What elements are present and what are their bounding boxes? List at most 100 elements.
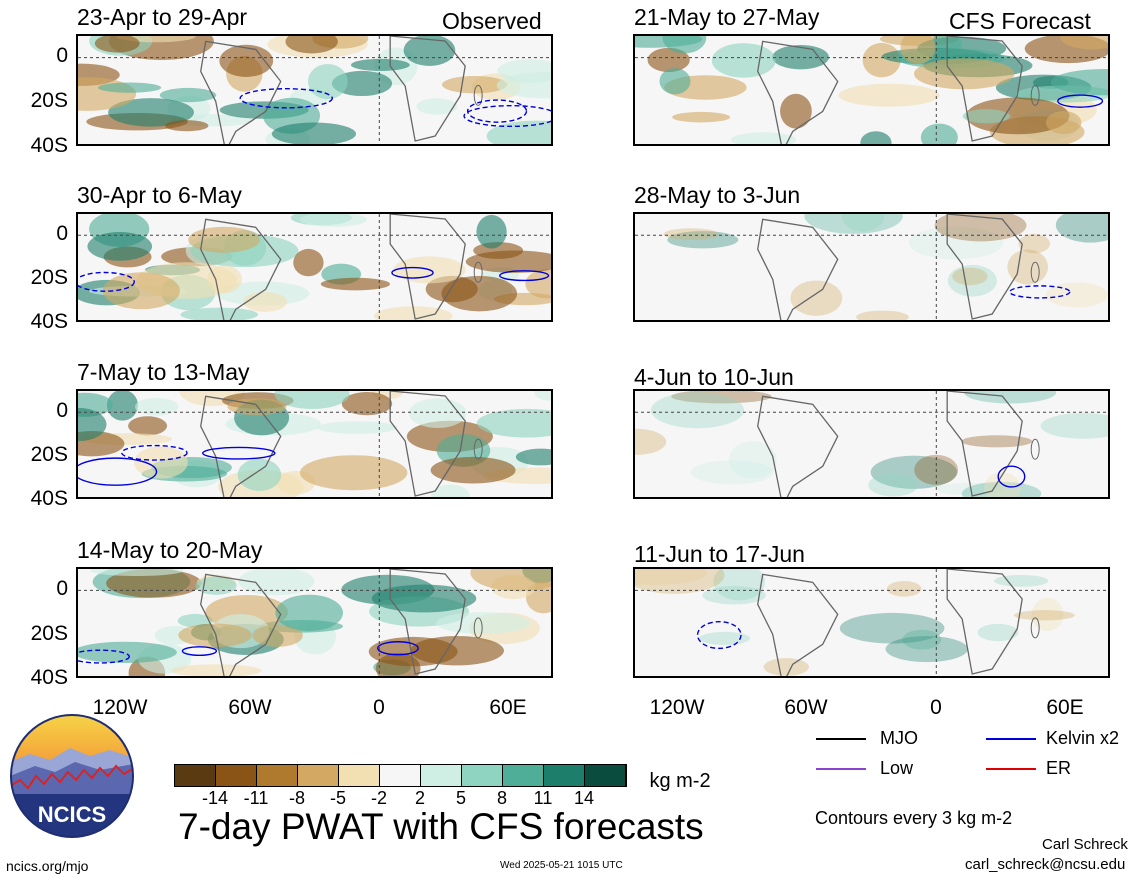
y-tick-label: 20S — [30, 621, 68, 645]
pwat-anomaly-blob — [1060, 36, 1108, 50]
pwat-anomaly-blob — [368, 636, 458, 667]
contours-note: Contours every 3 kg m-2 — [815, 808, 1013, 828]
pwat-map — [633, 567, 1110, 678]
pwat-anomaly-blob — [271, 122, 357, 144]
y-tick-label: 0 — [56, 222, 68, 245]
pwat-anomaly-blob — [170, 664, 262, 676]
kelvin-contour — [377, 641, 419, 656]
pwat-anomaly-blob — [690, 460, 774, 485]
pwat-anomaly-blob — [300, 214, 368, 227]
pwat-anomaly-blob — [920, 123, 958, 144]
pwat-anomaly-blob — [525, 269, 551, 299]
colorbar-swatch — [298, 765, 339, 786]
pwat-anomaly-blob — [430, 484, 471, 497]
pwat-anomaly-blob — [496, 72, 551, 99]
south-america-outline — [757, 395, 839, 497]
pwat-anomaly-blob — [87, 231, 153, 261]
y-tick-label: 40S — [30, 310, 68, 333]
pwat-anomaly-blob — [635, 428, 667, 455]
pwat-anomaly-blob — [650, 392, 745, 429]
er-legend-line — [986, 768, 1036, 770]
pwat-anomaly-blob — [238, 569, 315, 596]
pwat-anomaly-blob — [977, 623, 1019, 642]
pwat-anomaly-blob — [106, 391, 138, 421]
africa-outline — [946, 569, 1023, 675]
africa-outline — [946, 36, 1023, 142]
colorbar-tick-label: 14 — [573, 788, 595, 808]
author: Carl Schreck — [1042, 836, 1128, 853]
kelvin-contour — [121, 444, 188, 461]
africa-outline — [946, 391, 1023, 497]
colorbar-tick-label: 8 — [496, 788, 507, 808]
pwat-anomaly-blob — [97, 82, 162, 93]
pwat-map — [633, 389, 1110, 499]
colorbar-swatch — [339, 765, 380, 786]
pwat-anomaly-blob — [416, 98, 458, 115]
south-america-outline — [757, 40, 839, 144]
pwat-anomaly-blob — [780, 93, 812, 129]
pwat-anomaly-blob — [952, 267, 988, 286]
pwat-anomaly-blob — [962, 109, 1011, 124]
pwat-map — [76, 34, 553, 146]
pwat-anomaly-blob — [320, 277, 391, 291]
observed-label: Observed — [442, 8, 542, 34]
y-tick-label: 40S — [30, 134, 68, 157]
pwat-map — [633, 212, 1110, 322]
panel-title: 30-Apr to 6-May — [77, 182, 242, 208]
south-america-outline — [200, 573, 282, 676]
pwat-anomaly-blob — [442, 75, 508, 94]
x-tick-60w-left: 60W — [228, 696, 272, 719]
pwat-anomaly-blob — [134, 446, 188, 479]
africa-outline — [389, 391, 466, 497]
panel-title: 28-May to 3-Jun — [634, 182, 801, 208]
pwat-anomaly-blob — [78, 641, 177, 664]
kelvin-legend-line — [986, 738, 1036, 740]
pwat-anomaly-blob — [94, 36, 140, 53]
pwat-anomaly-blob — [713, 569, 765, 601]
pwat-anomaly-blob — [662, 36, 707, 54]
pwat-anomaly-blob — [164, 120, 209, 132]
kelvin-contour — [78, 649, 130, 664]
south-america-outline — [200, 395, 282, 497]
ncics-logo: NCICS — [10, 714, 134, 838]
pwat-anomaly-blob — [841, 214, 885, 232]
pwat-anomaly-blob — [293, 248, 324, 277]
colorbar-swatch — [544, 765, 585, 786]
pwat-anomaly-blob — [947, 264, 997, 297]
kelvin-contour — [499, 270, 550, 282]
pwat-anomaly-blob — [178, 623, 252, 648]
pwat-anomaly-blob — [790, 280, 843, 316]
colorbar-swatch — [503, 765, 544, 786]
colorbar-tick-label: -11 — [243, 788, 269, 808]
africa-outline — [389, 214, 466, 320]
pwat-anomaly-blob — [1031, 597, 1064, 632]
pwat-map — [76, 389, 553, 499]
colorbar-swatch — [257, 765, 298, 786]
y-tick-label: 0 — [56, 44, 68, 68]
kelvin-contour — [202, 446, 276, 460]
pwat-anomaly-blob — [838, 83, 940, 107]
colorbar-tick-label: -8 — [288, 788, 305, 808]
pwat-anomaly-blob — [307, 63, 348, 100]
pwat-anomaly-blob — [699, 631, 750, 645]
kelvin-contour — [181, 646, 218, 657]
africa-outline — [389, 36, 466, 142]
pwat-anomaly-blob — [275, 594, 343, 632]
africa-outline — [946, 214, 1023, 320]
pwat-anomaly-blob — [1040, 413, 1108, 439]
y-tick-label: 40S — [30, 666, 68, 689]
y-tick-label: 40S — [30, 487, 68, 510]
pwat-anomaly-blob — [441, 275, 518, 312]
pwat-anomaly-blob — [839, 612, 945, 644]
mjo-legend-line — [816, 738, 866, 740]
colorbar-swatch — [175, 765, 216, 786]
madagascar-outline — [473, 261, 483, 283]
pwat-anomaly-blob — [862, 42, 901, 78]
pwat-anomaly-blob — [476, 408, 551, 438]
pwat-anomaly-blob — [1050, 68, 1108, 96]
pwat-anomaly-blob — [730, 132, 797, 144]
pwat-anomaly-blob — [408, 398, 467, 428]
colorbar-tick-label: -14 — [201, 788, 228, 808]
kelvin-contour — [997, 465, 1026, 488]
low-legend-line — [816, 768, 866, 770]
